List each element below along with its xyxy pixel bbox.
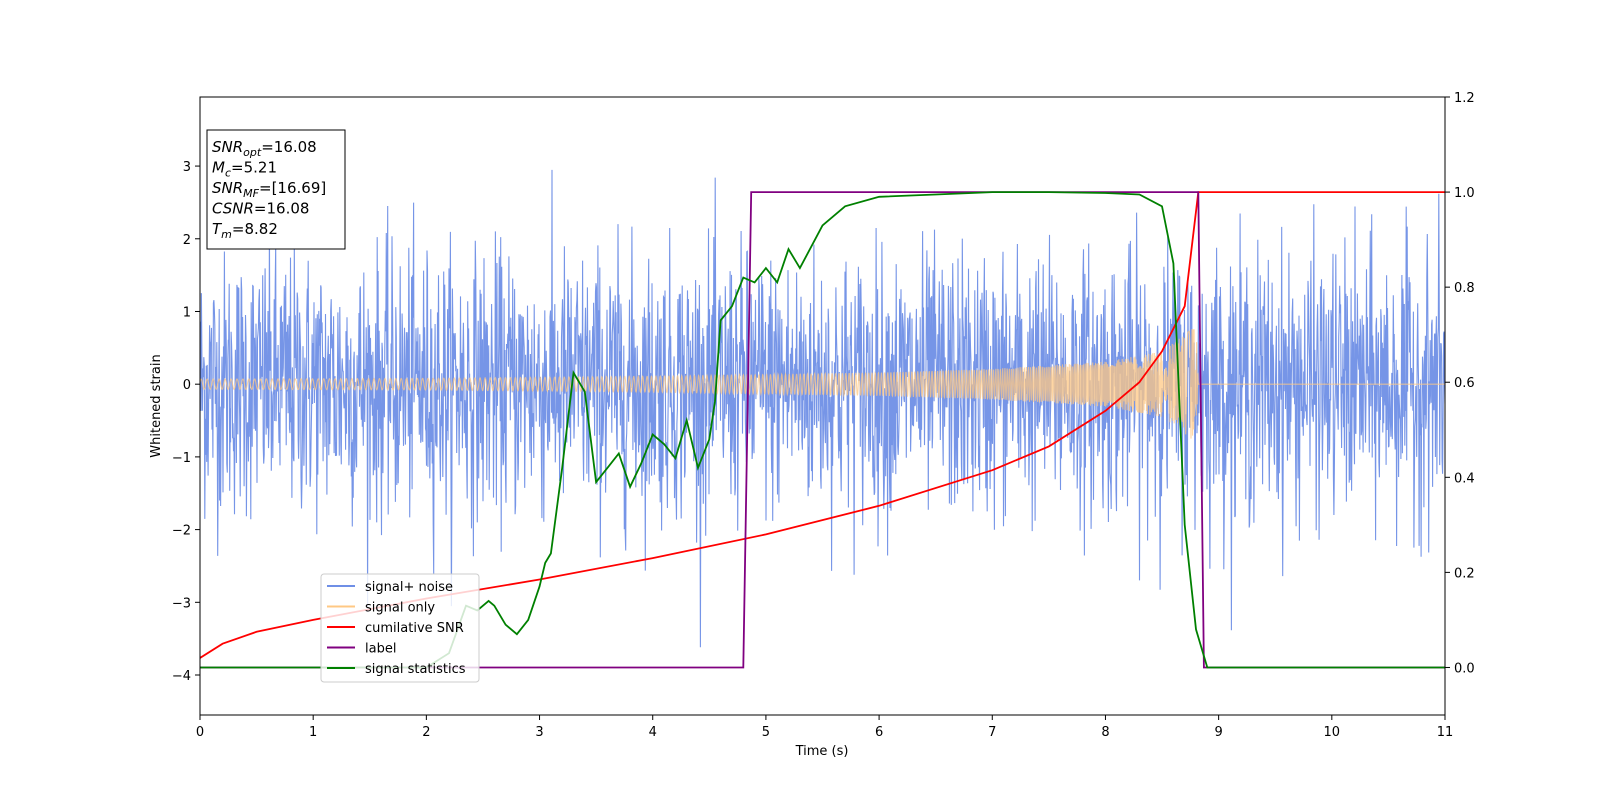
y-right-tick-label: 0.6 [1454,376,1475,391]
y-left-tick-label: −3 [172,596,191,611]
x-tick-label: 8 [1101,725,1109,740]
y-left-tick-label: −1 [172,451,191,466]
x-tick-label: 2 [422,725,430,740]
y-right-tick-label: 0.8 [1454,281,1475,296]
x-tick-label: 11 [1437,725,1454,740]
x-tick-label: 9 [1214,725,1222,740]
x-tick-label: 10 [1324,725,1341,740]
y-left-tick-label: 1 [183,305,191,320]
legend-label: signal+ noise [365,580,453,595]
y-left-tick-label: 3 [183,160,191,175]
y-right-tick-label: 0.2 [1454,566,1475,581]
x-tick-label: 0 [196,725,204,740]
y-left-tick-label: 2 [183,233,191,248]
legend: signal+ noise signal only cumilative SNR la… [321,574,479,682]
y-right-tick-label: 1.0 [1454,186,1475,201]
x-tick-label: 3 [535,725,543,740]
annotation-box: SNRopt=16.08Mc=5.21SNRMF=[16.69]CSNR=16.… [207,130,345,249]
y-axis-label: Whitened strain [149,354,164,457]
legend-label: cumilative SNR [365,621,464,636]
annotation-line: SNRMF=[16.69] [212,179,326,200]
annotation-line: Mc=5.21 [212,159,277,180]
x-tick-label: 5 [762,725,770,740]
y-right-tick-label: 0.0 [1454,661,1475,676]
y-left-tick-label: 0 [183,378,191,393]
x-tick-label: 7 [988,725,996,740]
y-left-tick-label: −4 [172,669,191,684]
x-tick-label: 6 [875,725,883,740]
x-tick-label: 4 [649,725,657,740]
legend-label: signal only [365,601,435,616]
y-right-tick-label: 1.2 [1454,91,1475,106]
legend-label: signal statistics [365,662,466,677]
y-right-tick-label: 0.4 [1454,471,1475,486]
annotation-line: SNRopt=16.08 [212,138,317,159]
x-tick-label: 1 [309,725,317,740]
x-axis-label: Time (s) [795,744,849,759]
annotation-line: CSNR=16.08 [212,200,309,218]
y-left-tick-label: −2 [172,524,191,539]
legend-label: label [365,642,396,657]
